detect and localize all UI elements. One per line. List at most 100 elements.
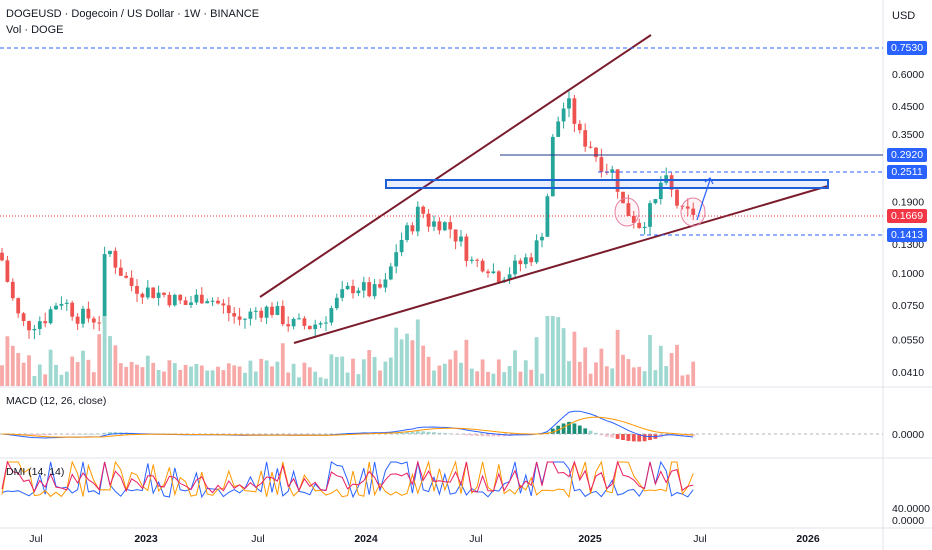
macd-bar — [302, 434, 307, 435]
macd-histogram[interactable] — [0, 421, 696, 442]
macd-bar — [421, 431, 426, 434]
price-tag-0.7530[interactable]: 0.7530 — [887, 41, 927, 55]
volume-bar — [615, 329, 620, 386]
macd-bar — [469, 434, 474, 436]
candle-body — [16, 298, 21, 314]
macd-bar — [475, 434, 480, 436]
candle-body — [626, 203, 631, 216]
candle-body — [183, 300, 188, 305]
macd-signal-line[interactable] — [1, 416, 694, 438]
price-tag-0.1413[interactable]: 0.1413 — [887, 228, 927, 242]
price-tick-label: 0.6000 — [892, 69, 924, 81]
volume-bar — [102, 316, 107, 386]
price-tag-0.2511[interactable]: 0.2511 — [887, 165, 927, 179]
symbol-title[interactable]: DOGEUSD · Dogecoin / US Dollar · 1W · BI… — [6, 8, 260, 20]
volume-bar — [64, 371, 69, 386]
macd-bar — [675, 434, 679, 436]
volume-bar — [216, 366, 220, 386]
lower-trendline[interactable] — [293, 185, 829, 344]
candle-body — [675, 189, 679, 206]
volume-bar — [91, 372, 96, 386]
macd-bar — [453, 434, 458, 435]
candle-body — [140, 293, 145, 298]
macd-bar — [307, 434, 312, 435]
volume-bar — [637, 366, 642, 386]
volume-bars[interactable] — [0, 316, 696, 386]
candle-body — [410, 225, 415, 232]
volume-bar — [124, 366, 129, 386]
candle-body — [172, 294, 177, 306]
candle-body — [469, 259, 474, 261]
candle-body — [507, 274, 512, 280]
candle-body — [27, 321, 31, 331]
candle-body — [199, 294, 204, 304]
candle-body — [378, 284, 382, 288]
candle-body — [70, 302, 75, 317]
macd-bar — [642, 434, 647, 442]
price-tick-label: 0.1000 — [892, 268, 924, 280]
volume-bar — [556, 317, 561, 386]
macd-line[interactable] — [1, 410, 694, 439]
volume-bar — [324, 378, 328, 386]
candle-body — [313, 324, 318, 330]
candle-body — [75, 316, 80, 324]
macd-bar — [459, 434, 463, 435]
volume-bar — [167, 360, 172, 386]
volume-bar — [302, 362, 307, 386]
volume-bar — [567, 361, 571, 386]
price-tag-0.1669[interactable]: 0.1669 — [887, 209, 927, 223]
macd-bar — [610, 434, 615, 438]
volume-bar — [113, 345, 118, 386]
volume-bar — [178, 369, 183, 386]
price-tag-0.2920[interactable]: 0.2920 — [887, 148, 927, 162]
price-tick-label: 0.0410 — [892, 367, 924, 379]
volume-bar — [259, 358, 264, 386]
candle-body — [415, 206, 420, 232]
macd-bar — [259, 434, 264, 435]
macd-legend[interactable]: MACD (12, 26, close) — [6, 395, 106, 407]
candle-body — [145, 287, 150, 298]
arrow-head — [704, 177, 714, 185]
macd-bar — [410, 431, 415, 434]
volume-bar — [658, 345, 663, 386]
dmi-plus-line[interactable] — [1, 460, 694, 499]
highlight-circle[interactable] — [614, 197, 640, 227]
volume-bar — [550, 316, 555, 386]
highlight-circle[interactable] — [680, 197, 706, 227]
volume-bar — [199, 365, 204, 386]
time-tick-label: 2024 — [354, 533, 378, 545]
macd-bar — [432, 432, 436, 434]
volume-bar — [70, 356, 75, 386]
volume-bar — [561, 328, 566, 386]
macd-bar — [567, 421, 571, 434]
macd-bar — [91, 433, 96, 435]
macd-bar — [648, 434, 652, 441]
volume-bar — [118, 363, 123, 386]
projection-arrow[interactable] — [696, 179, 711, 221]
candle-body — [135, 285, 139, 294]
candle-body — [237, 316, 242, 320]
dmi-tick-label: 0.0000 — [892, 515, 924, 527]
volume-bar — [442, 363, 447, 386]
candles[interactable] — [0, 91, 696, 340]
resistance-zone[interactable] — [385, 179, 829, 189]
candle-body — [372, 284, 377, 297]
dmi-legend[interactable]: DMI (14, 14) — [6, 466, 64, 478]
candle-body — [594, 147, 598, 158]
candle-body — [129, 277, 134, 286]
candle-body — [0, 252, 4, 261]
upper-trendline[interactable] — [259, 34, 652, 298]
candle-body — [448, 222, 453, 230]
volume-bar — [108, 336, 112, 386]
volume-bar — [329, 354, 334, 386]
macd-bar — [561, 423, 566, 434]
volume-bar — [183, 364, 188, 386]
volume-bar — [135, 364, 139, 386]
adx-line[interactable] — [1, 460, 694, 494]
volume-bar — [518, 371, 523, 386]
volume-bar — [496, 359, 501, 386]
candle-body — [59, 303, 64, 306]
volume-bar — [469, 368, 474, 386]
candle-body — [124, 275, 129, 278]
